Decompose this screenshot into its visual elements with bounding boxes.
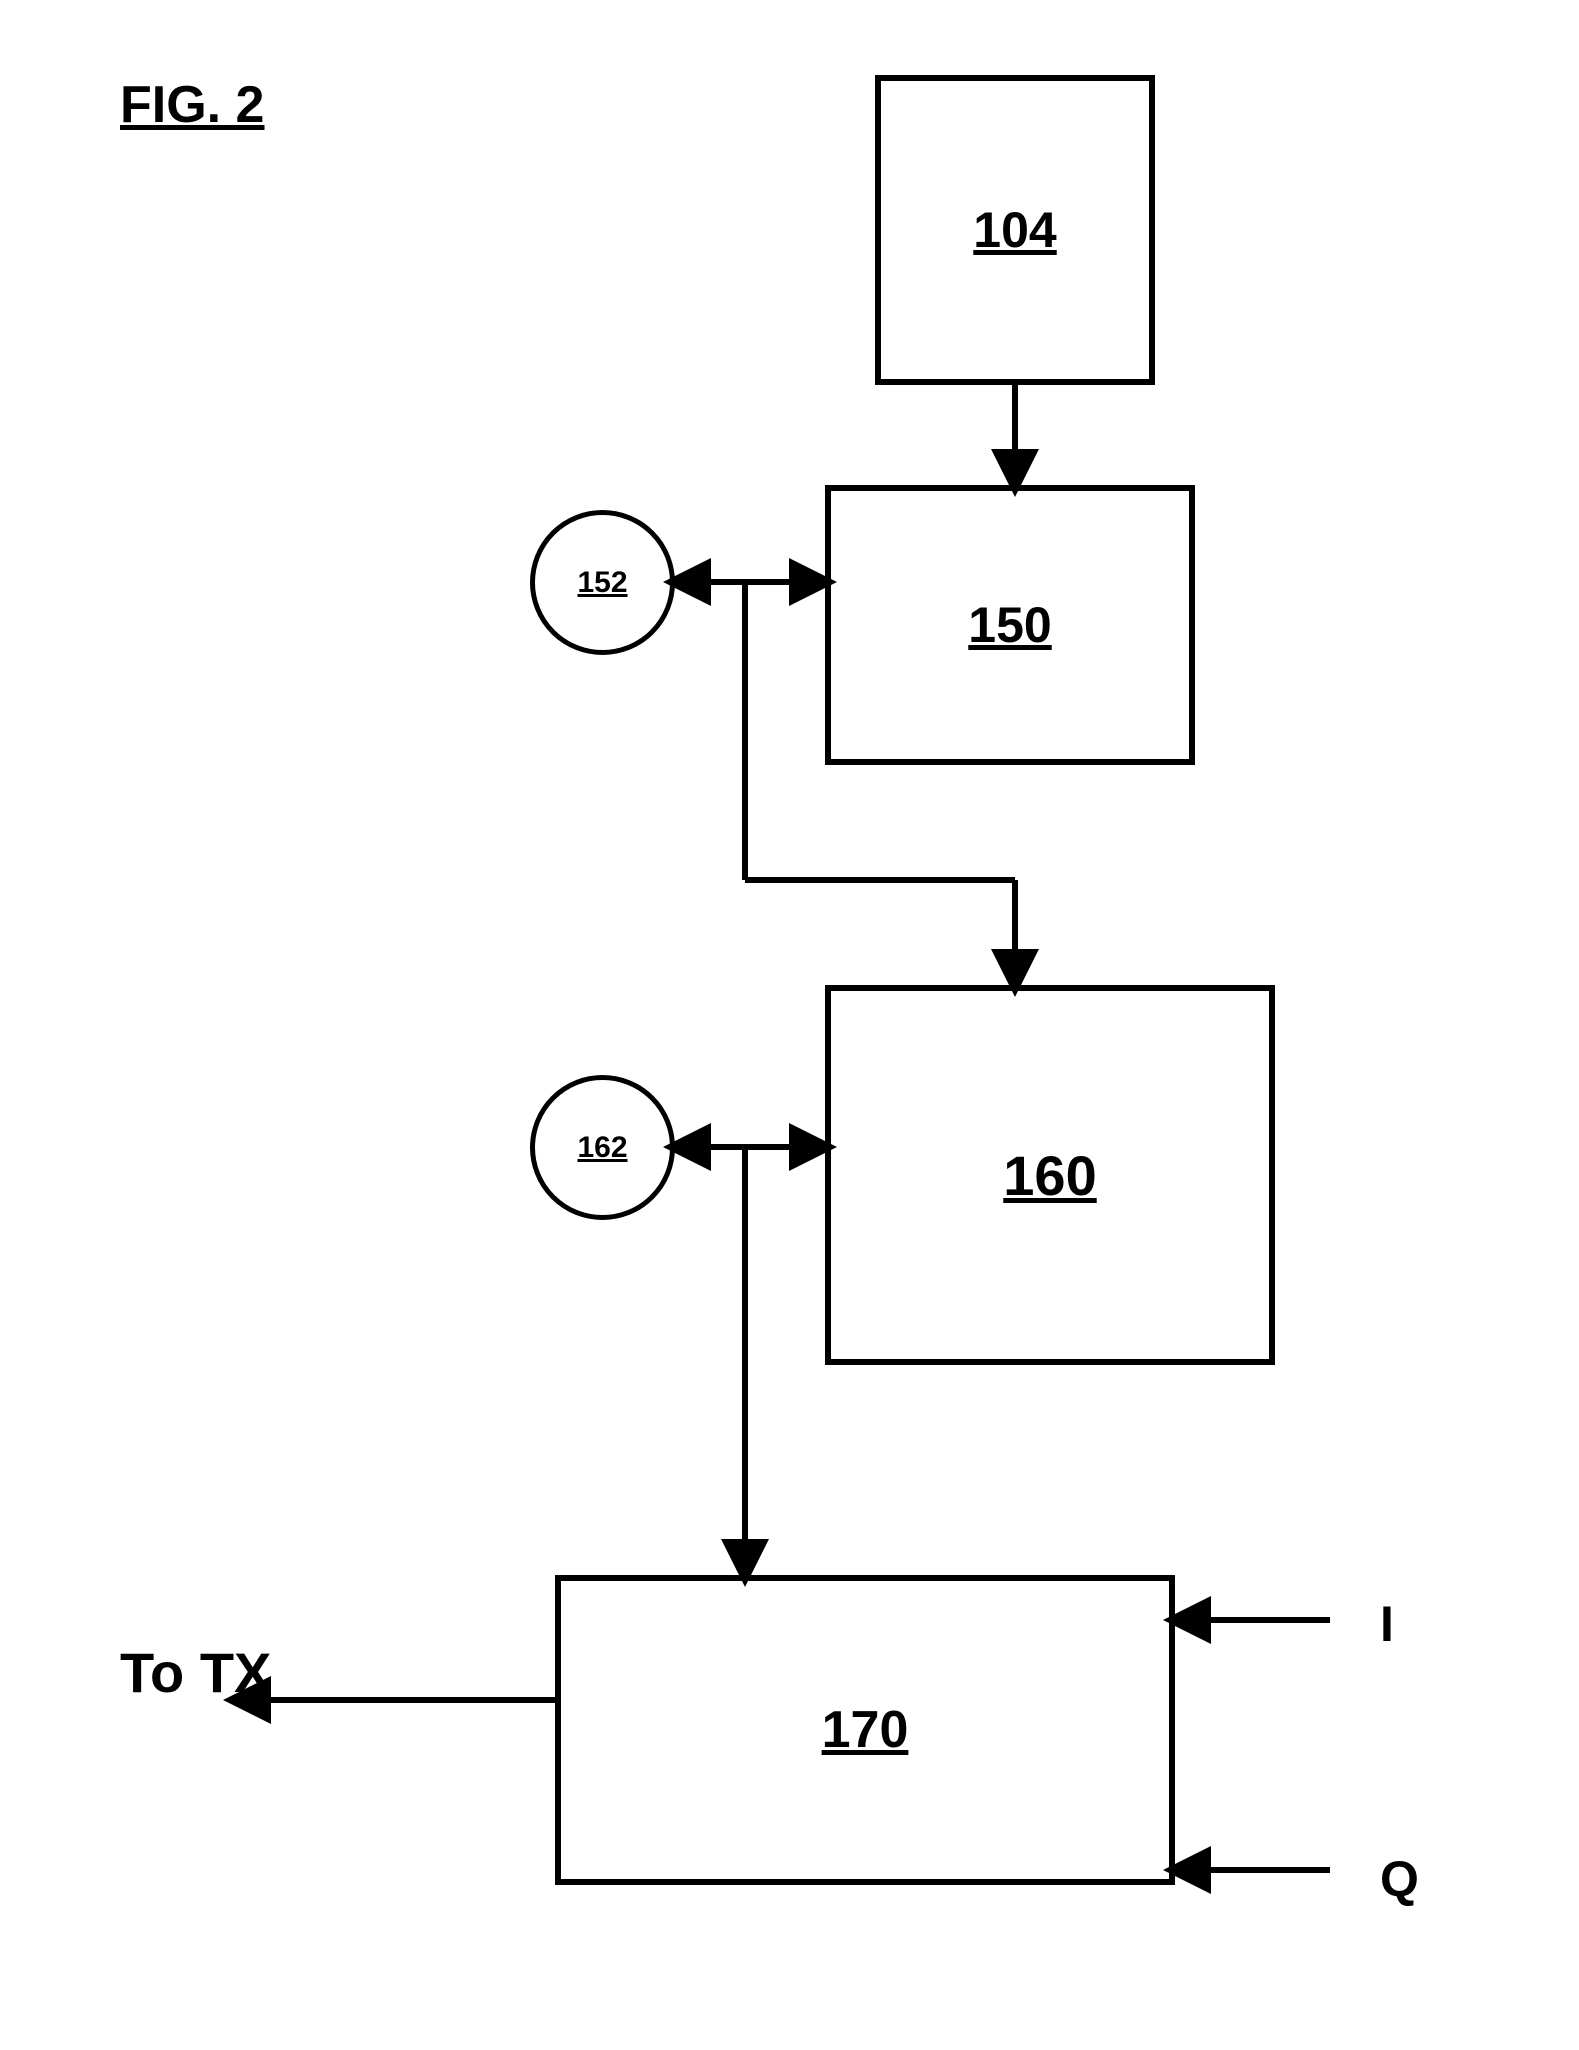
connector-layer [0,0,1579,2050]
